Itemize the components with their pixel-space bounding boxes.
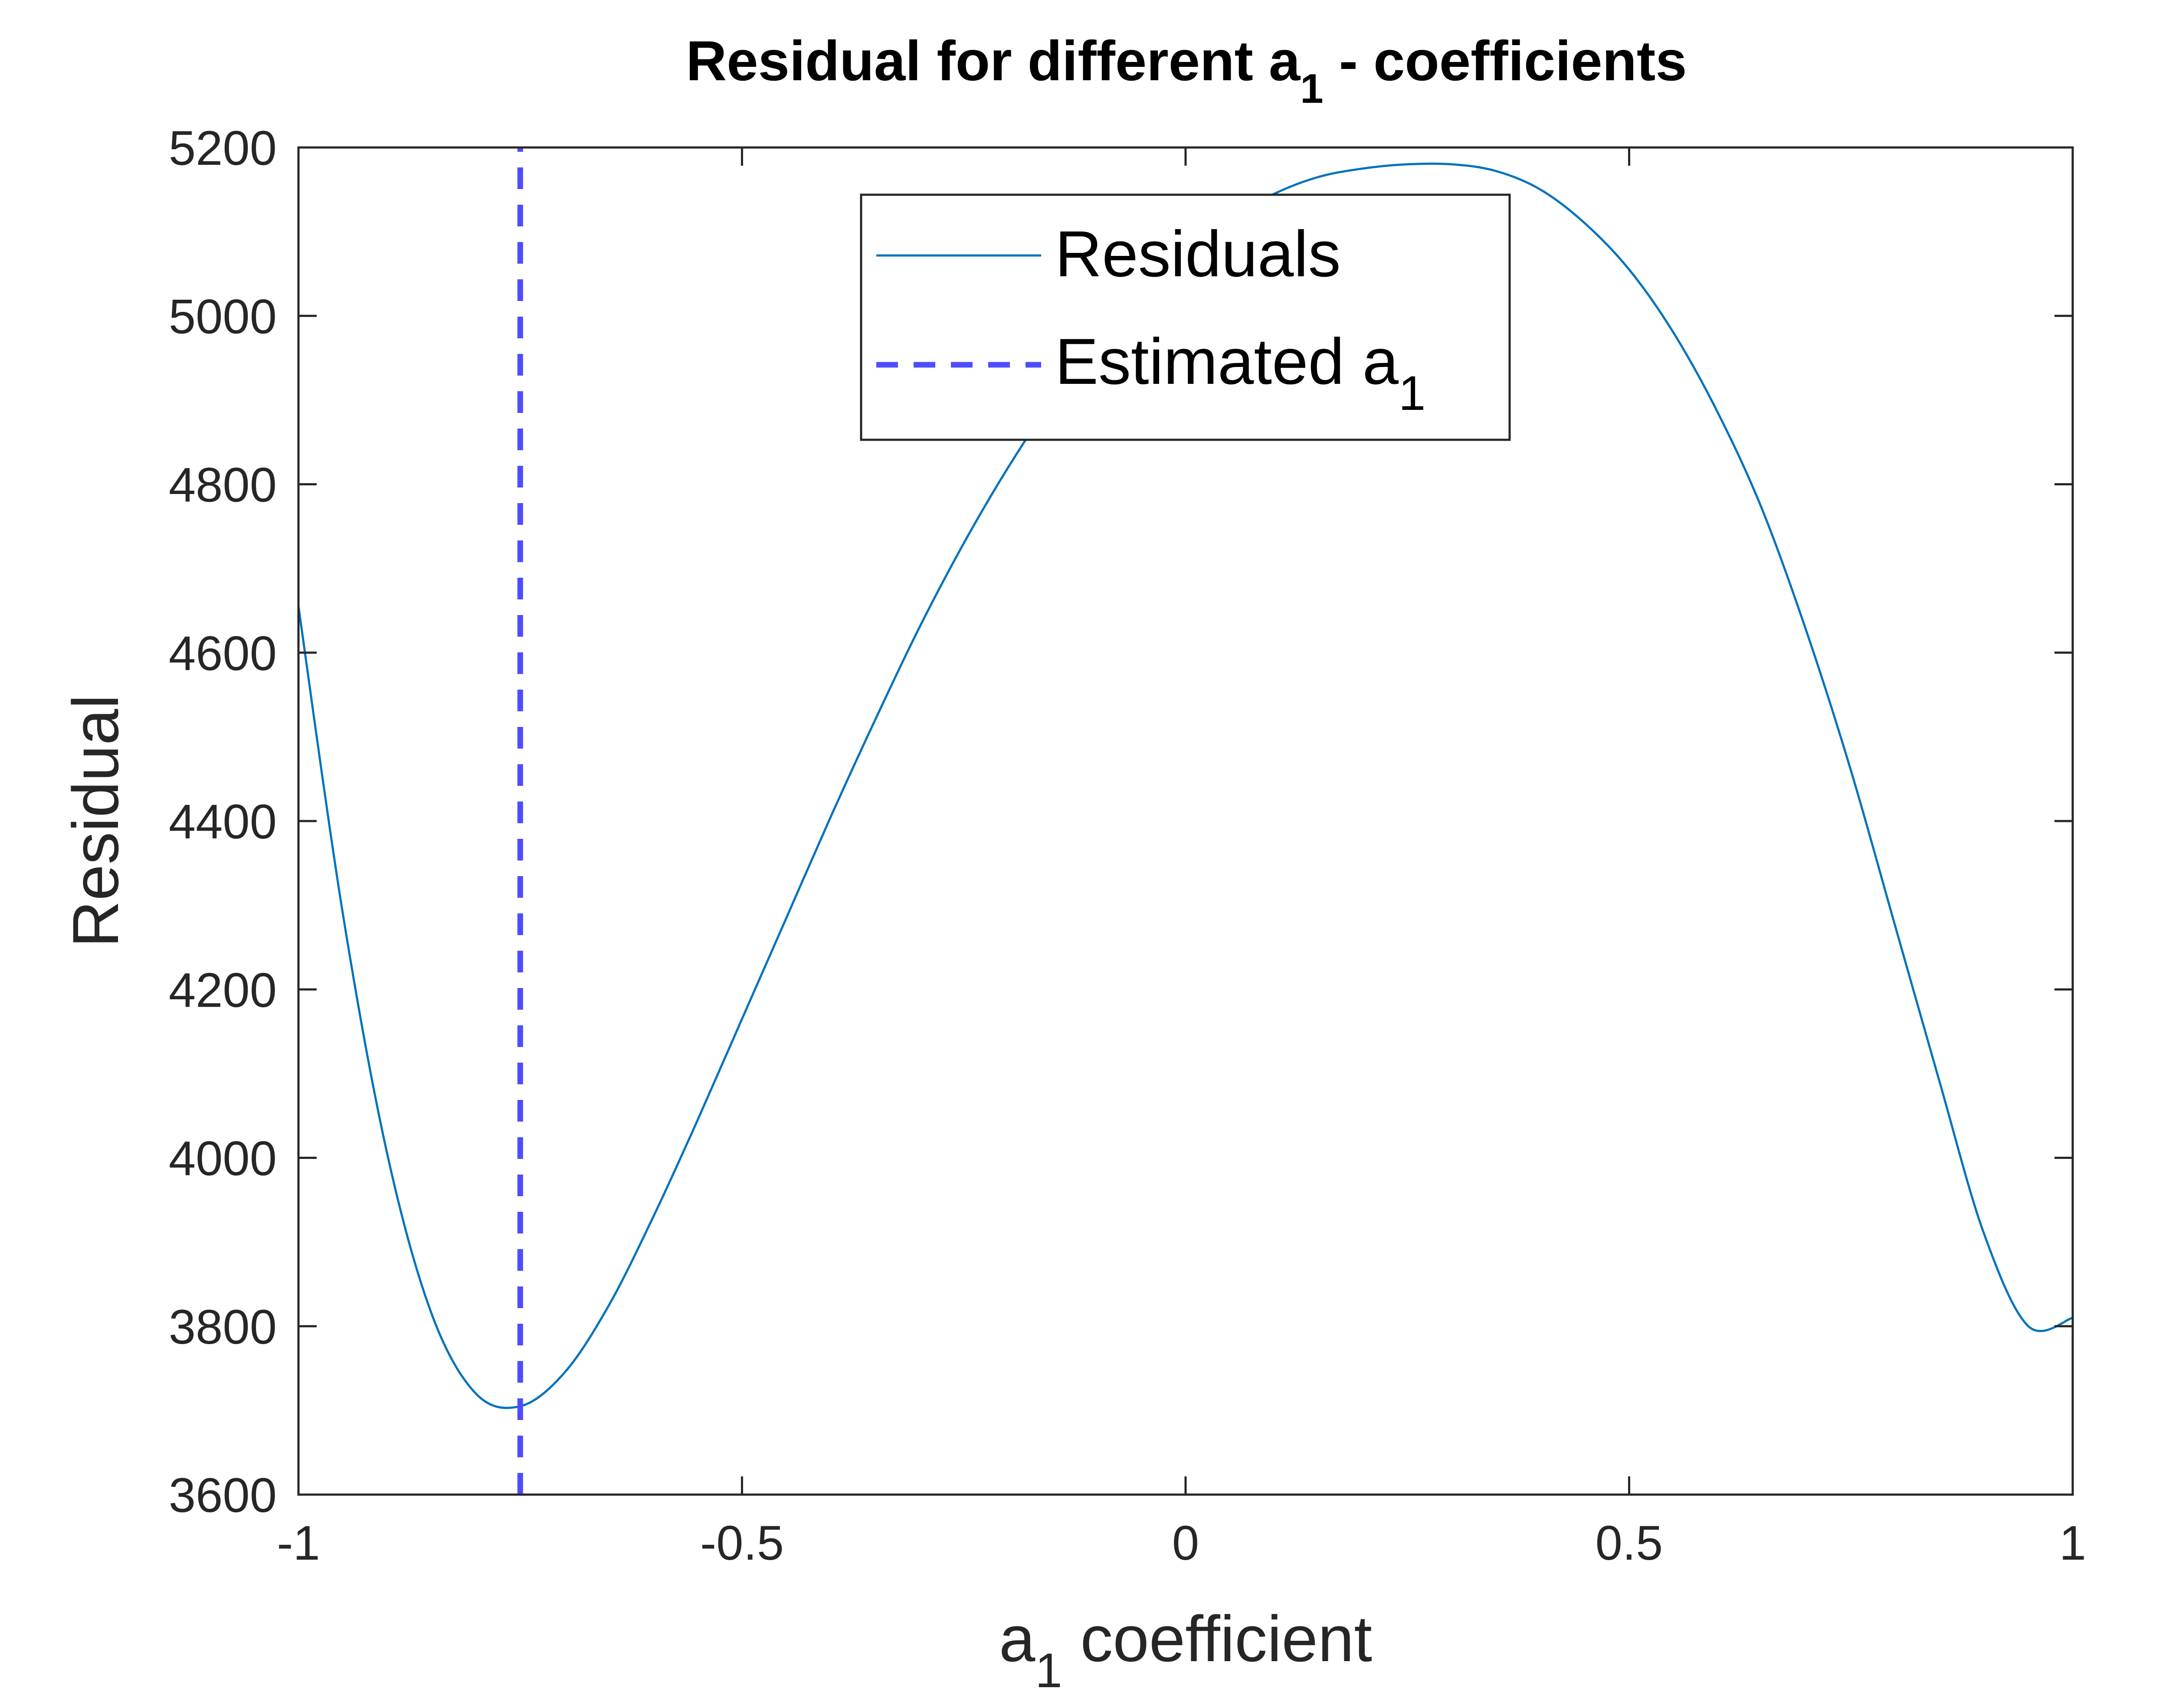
y-axis-label: Residual — [59, 694, 132, 948]
y-tick-label: 4800 — [169, 458, 277, 512]
y-tick-labels: 3600 3800 4000 4200 4400 4600 4800 5000 5200 — [169, 121, 277, 1522]
y-tick-label: 5200 — [169, 121, 277, 175]
y-tick-label: 4600 — [169, 626, 277, 681]
x-tick-label: -0.5 — [700, 1516, 784, 1570]
x-tick-label: 0 — [1172, 1516, 1199, 1570]
legend: Residuals Estimated a1 — [860, 193, 1511, 441]
y-tick-label: 3600 — [169, 1468, 277, 1522]
x-tick-label: 0.5 — [1596, 1516, 1663, 1570]
legend-box — [860, 193, 1511, 441]
y-tick-label: 5000 — [169, 289, 277, 344]
y-tick-label: 4200 — [169, 963, 277, 1017]
x-axis-label: a1 coefficient — [999, 1602, 1372, 1698]
legend-label-estimated: Estimated a1 — [1055, 325, 1425, 420]
x-tick-label: 1 — [2059, 1516, 2086, 1570]
y-tick-label: 4000 — [169, 1132, 277, 1186]
y-tick-label: 3800 — [169, 1300, 277, 1354]
legend-label-residuals: Residuals — [1055, 217, 1341, 290]
axes-box — [297, 146, 2074, 1496]
x-tick-labels: -1 -0.5 0 0.5 1 — [277, 1516, 2086, 1570]
chart-title: Residual for different a1 - coefficients — [686, 29, 1687, 112]
x-tick-label: -1 — [277, 1516, 320, 1570]
y-tick-label: 4400 — [169, 795, 277, 849]
